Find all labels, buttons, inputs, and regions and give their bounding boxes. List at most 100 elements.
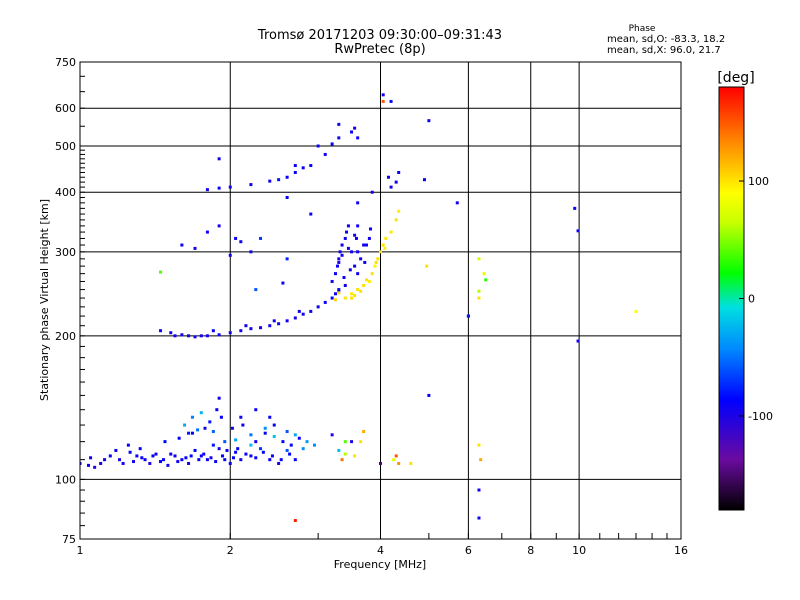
data-point: [254, 288, 258, 292]
data-point: [348, 268, 352, 272]
data-point: [277, 178, 281, 182]
data-point: [342, 276, 346, 280]
data-point: [312, 443, 316, 447]
y-tick-label: 500: [55, 140, 76, 153]
data-point: [211, 430, 215, 434]
data-point: [330, 142, 334, 146]
data-point: [330, 279, 334, 283]
data-point: [234, 438, 238, 442]
x-tick-label: 6: [465, 544, 472, 557]
data-point: [301, 312, 305, 316]
data-point: [126, 443, 130, 447]
x-tick-label: 1: [77, 544, 84, 557]
data-point: [279, 458, 283, 462]
data-point: [323, 300, 327, 304]
data-point: [309, 309, 313, 313]
data-point: [381, 93, 385, 97]
data-point: [173, 454, 177, 458]
colorbar: [deg] 100 0 -100: [717, 70, 773, 511]
data-point: [228, 331, 232, 335]
data-point: [337, 257, 341, 261]
data-point: [477, 443, 481, 447]
data-point: [373, 264, 377, 268]
data-point: [285, 195, 289, 199]
data-point: [180, 458, 184, 462]
data-point: [376, 257, 380, 261]
data-point: [477, 257, 481, 261]
data-point: [228, 253, 232, 257]
y-tick-label: 600: [55, 102, 76, 115]
data-point: [477, 296, 481, 300]
data-point: [343, 440, 347, 444]
data-point: [333, 298, 337, 302]
data-point: [143, 458, 147, 462]
data-point: [293, 164, 297, 168]
data-point: [337, 448, 341, 452]
data-point: [350, 130, 354, 134]
phase-box-x-mode: mean, sd,X: 96.0, 21.7: [607, 45, 721, 56]
data-point: [482, 272, 486, 276]
data-point: [381, 243, 385, 247]
data-point: [350, 292, 354, 296]
data-point: [193, 448, 197, 452]
data-point: [193, 246, 197, 250]
data-point: [187, 461, 191, 465]
data-point: [249, 183, 253, 187]
data-point: [343, 236, 347, 240]
data-point: [268, 415, 272, 419]
data-point: [392, 458, 396, 462]
data-point: [337, 288, 341, 292]
data-point: [193, 335, 197, 339]
data-point: [114, 448, 118, 452]
data-point: [249, 250, 253, 254]
grid-lines: [80, 62, 681, 539]
data-point: [335, 264, 339, 268]
data-point: [293, 433, 297, 437]
data-point: [359, 440, 363, 444]
data-point: [337, 260, 341, 264]
data-point: [285, 175, 289, 179]
data-point: [381, 99, 385, 103]
data-point: [350, 250, 354, 254]
colorbar-tick-label: 0: [748, 293, 755, 306]
data-point: [211, 329, 215, 333]
data-point: [169, 331, 173, 335]
data-point: [293, 316, 297, 320]
data-point: [293, 458, 297, 462]
data-point: [343, 452, 347, 456]
data-point: [353, 126, 357, 130]
data-point: [140, 456, 144, 460]
data-point: [365, 278, 369, 282]
data-point: [370, 190, 374, 194]
data-point: [356, 136, 360, 140]
data-point: [285, 319, 289, 323]
data-point: [230, 426, 234, 430]
data-point: [239, 329, 243, 333]
data-point: [337, 291, 341, 295]
data-point: [254, 440, 258, 444]
data-point: [154, 452, 158, 456]
data-point: [309, 212, 313, 216]
chart-subtitle: RwPretec (8p): [334, 42, 425, 57]
data-point: [379, 461, 382, 465]
data-point: [205, 458, 209, 462]
data-point: [103, 458, 107, 462]
data-point: [362, 430, 366, 434]
data-point: [386, 175, 390, 179]
data-point: [219, 415, 223, 419]
data-point: [221, 454, 225, 458]
data-point: [263, 431, 267, 435]
data-point: [173, 334, 177, 338]
data-point: [374, 260, 378, 264]
data-point: [180, 333, 184, 337]
data-point: [215, 408, 219, 412]
data-point: [301, 447, 305, 451]
data-point: [353, 264, 357, 268]
data-point: [301, 166, 305, 170]
data-point: [297, 309, 301, 313]
data-point: [202, 452, 206, 456]
data-point: [316, 144, 320, 148]
data-point: [353, 454, 357, 458]
data-point: [425, 264, 429, 268]
data-point: [239, 240, 243, 244]
